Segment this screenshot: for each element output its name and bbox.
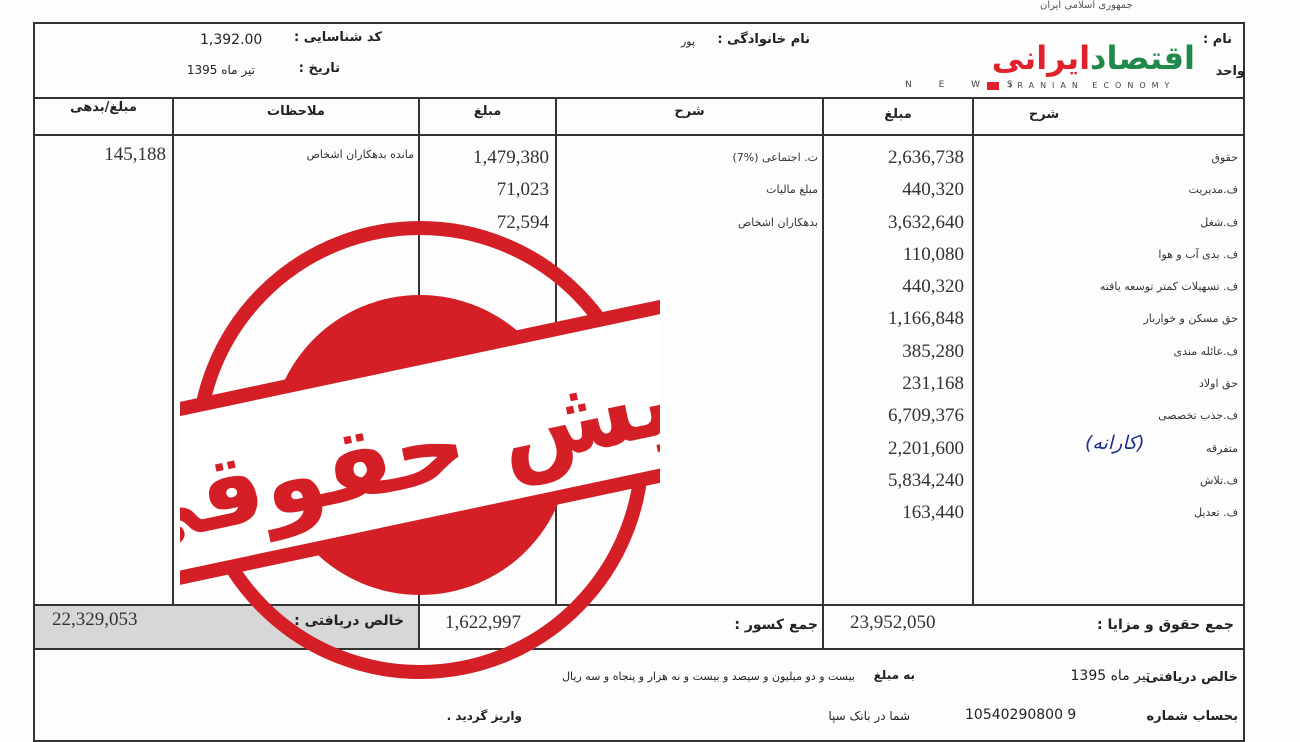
divider xyxy=(33,134,1245,136)
family-value: پور xyxy=(680,35,695,48)
earning-label: ف.جذب تخصصی xyxy=(1158,409,1238,423)
stamp-banner xyxy=(180,295,660,590)
earning-label: ف. بدی آب و هوا xyxy=(1158,247,1238,261)
earning-label: ف. تعدیل xyxy=(1194,506,1238,520)
family-label: نام خانوادگی : xyxy=(717,32,810,47)
earning-amount: 163,440 xyxy=(902,502,964,524)
divider xyxy=(822,97,824,648)
date-label: تاریخ : xyxy=(298,61,340,76)
logo-economy: IRANIAN ECONOMY xyxy=(1009,81,1176,90)
earning-amount: 231,168 xyxy=(902,373,964,395)
col-deductions-desc: شرح xyxy=(674,104,705,119)
net-value: 22,329,053 xyxy=(52,609,138,630)
unit-label: واحد xyxy=(1215,64,1245,79)
footer-date: تیر ماه 1395 xyxy=(1070,668,1151,684)
footer-amount-words: بیست و دو میلیون و سیصد و بیست و نه هزار… xyxy=(562,670,855,683)
earning-amount: 2,201,600 xyxy=(888,437,964,459)
divider xyxy=(33,648,1245,650)
total-earnings-label: جمع حقوق و مزایا : xyxy=(1097,617,1234,633)
earning-amount: 440,320 xyxy=(902,276,964,298)
earning-amount: 3,632,640 xyxy=(888,211,964,233)
deduction-label: بدهکاران اشخاص xyxy=(737,215,818,229)
earning-label: ف. تسهیلات کمتر توسعه یافته xyxy=(1099,280,1238,294)
divider xyxy=(972,97,974,604)
net-cell xyxy=(35,606,418,648)
earning-label: ف.شغل xyxy=(1200,215,1238,229)
note-amount: 145,188 xyxy=(104,144,166,165)
col-earnings-desc: شرح xyxy=(1028,107,1060,122)
top-caption: جمهوری اسلامی ایران xyxy=(1040,0,1133,11)
earning-amount: 440,320 xyxy=(902,179,964,201)
col-debt-amount: مبلغ/بدهی xyxy=(70,100,137,115)
deduction-amount: 72,594 xyxy=(496,211,549,233)
footer-account-number: 10540290800 9 xyxy=(965,707,1077,723)
logo-red-mark xyxy=(987,82,999,90)
date-value: تیر ماه 1395 xyxy=(186,63,255,77)
col-earnings-amount: مبلغ xyxy=(884,107,912,122)
earning-amount: 1,166,848 xyxy=(888,308,964,330)
earning-amount: 6,709,376 xyxy=(888,405,964,427)
total-deductions-value: 1,622,997 xyxy=(445,612,521,633)
footer-bank: شما در بانک سپا xyxy=(828,709,910,723)
deduction-amount: 71,023 xyxy=(496,179,549,201)
divider xyxy=(33,97,1245,99)
footer-net-label: خالص دریافتی xyxy=(1145,670,1238,685)
earning-label: ف.تلاش xyxy=(1200,473,1238,487)
deduction-label: ت. اجتماعی (%7) xyxy=(732,151,818,164)
net-label: خالص دریافتی : xyxy=(294,613,404,629)
note-text: مانده بدهکاران اشخاص xyxy=(306,148,414,161)
earning-label: حق اولاد xyxy=(1198,377,1238,391)
earning-label: حق مسکن و خواربار xyxy=(1143,312,1238,326)
logo-text-fa: اقتصادایرانی xyxy=(991,39,1195,77)
deduction-label: مبلغ مالیات xyxy=(766,183,818,197)
footer-account-label: بحساب شماره xyxy=(1146,709,1239,724)
col-deductions-amount: مبلغ xyxy=(473,104,502,119)
earning-label: حقوق xyxy=(1211,151,1238,164)
earning-amount: 110,080 xyxy=(902,243,964,265)
earning-amount: 5,834,240 xyxy=(888,469,964,491)
deductions-amounts: 1,479,380 71,023 72,594 xyxy=(422,142,549,239)
col-notes: ملاحظات xyxy=(267,104,325,119)
deduction-amount: 1,479,380 xyxy=(473,147,549,168)
deductions-labels: ت. اجتماعی (%7) مبلغ مالیات بدهکاران اشخاص xyxy=(560,142,818,239)
footer-end: واریز گردید . xyxy=(446,709,522,723)
earning-amount: 2,636,738 xyxy=(888,147,964,168)
earning-label: ف.مدیریت xyxy=(1188,183,1238,197)
id-code-value: 1,392.00 xyxy=(200,32,263,48)
divider xyxy=(172,97,174,604)
earning-label: متفرقه xyxy=(1205,441,1238,455)
divider xyxy=(33,604,1245,606)
earnings-labels: حقوق ف.مدیریت ف.شغل ف. بدی آب و هوا ف. تسهیل… xyxy=(980,142,1238,530)
handwritten-note: (کارانه) xyxy=(1085,432,1145,454)
name-label: نام : xyxy=(1202,32,1232,47)
iranian-economy-logo: اقتصادایرانی N E W S IRANIAN ECONOMY xyxy=(905,38,1205,96)
earning-label: ف.عائله مندی xyxy=(1173,344,1238,358)
total-earnings-value: 23,952,050 xyxy=(850,612,936,633)
footer-amount-label: به مبلغ xyxy=(873,668,915,682)
logo-news: N E W S xyxy=(905,80,1025,90)
payslip-stamp: فیش حقوقی xyxy=(180,221,660,679)
total-deductions-label: جمع کسور : xyxy=(734,617,818,633)
id-code-label: کد شناسایی : xyxy=(294,30,382,45)
earning-amount: 385,280 xyxy=(902,340,964,362)
earnings-amounts: 2,636,738 440,320 3,632,640 110,080 440,320 1… xyxy=(826,142,964,530)
